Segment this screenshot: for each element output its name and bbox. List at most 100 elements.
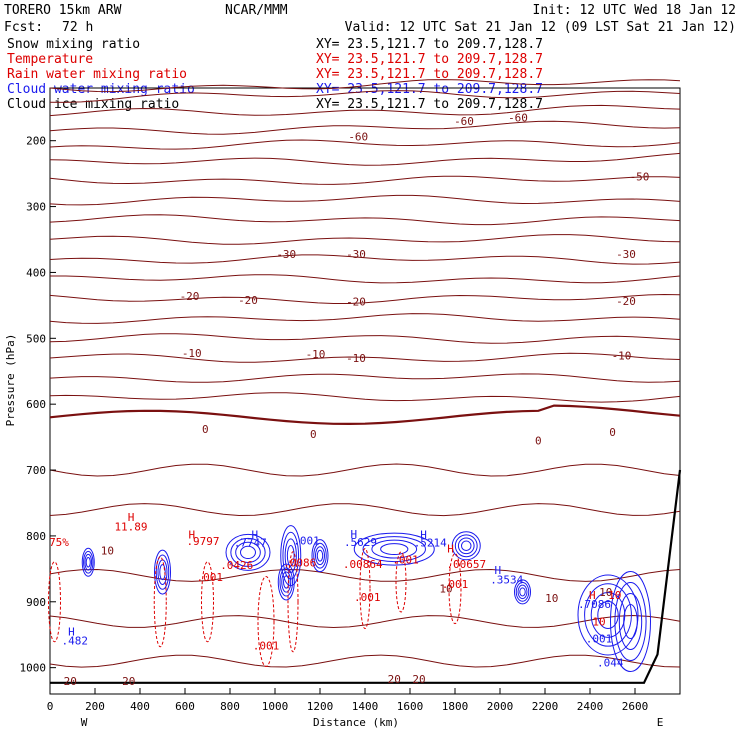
temperature-contour-label: -10 (346, 352, 366, 365)
cloud-water-contour (577, 574, 639, 656)
x-axis-west-label: W (81, 716, 88, 729)
x-axis-east-label: E (657, 716, 664, 729)
cloud-water-contour (353, 532, 435, 566)
temperature-contour-label: -20 (616, 295, 636, 308)
max-value-label: .001 (354, 591, 381, 604)
temperature-contour-label: -60 (508, 112, 528, 125)
high-marker: H (420, 529, 427, 542)
high-marker: H (447, 542, 454, 555)
cloud-water-contour (371, 539, 418, 559)
high-marker: H (188, 529, 195, 542)
cloud-water-contour (515, 582, 530, 602)
max-value-label: .001 (586, 633, 613, 646)
cloud-water-contour (286, 544, 295, 567)
y-axis-label: Pressure (hPa) (4, 334, 17, 427)
max-value-label: .001 (293, 535, 320, 548)
temperature-contour-label: 0 (202, 423, 209, 436)
max-value-label: .5629 (344, 536, 377, 549)
cloud-water-contour (279, 567, 293, 597)
temperature-contour-label: 20 (388, 673, 401, 686)
legend-entry-xy: XY= 23.5,121.7 to 209.7,128.7 (316, 52, 543, 67)
cloud-water-contour (454, 534, 478, 558)
y-tick-label: 200 (26, 135, 46, 148)
legend-entry-label: Snow mixing ratio (7, 37, 140, 52)
temperature-contour-label: -30 (346, 248, 366, 261)
cloud-water-contour (277, 563, 295, 601)
temperature-contour-label: 20 (122, 675, 135, 688)
cloud-water-contour (590, 592, 626, 638)
max-value-label: .482 (62, 635, 89, 648)
max-value-label: .00864 (343, 558, 383, 571)
cloud-water-contour (235, 541, 261, 563)
isotherm-line (49, 79, 681, 93)
isotherm-line (49, 120, 681, 135)
cloud-water-contour (84, 553, 93, 571)
isotherm-line (49, 234, 681, 245)
legend-entry-xy: XY= 23.5,121.7 to 209.7,128.7 (316, 37, 543, 52)
isotherm-line (49, 214, 681, 226)
cloud-water-contour (316, 549, 324, 562)
cloud-water-contour (614, 582, 647, 662)
legend-entry-label: Temperature (7, 52, 93, 67)
x-tick-label: 2400 (577, 700, 604, 713)
x-tick-label: 1000 (262, 700, 289, 713)
lower-isotherm-line (49, 654, 681, 668)
rain-water-contour (287, 551, 299, 653)
rain-water-contour (395, 551, 407, 613)
cloud-water-contour (362, 536, 426, 563)
x-tick-label: 2000 (487, 700, 514, 713)
cloud-water-contour (155, 554, 170, 590)
temperature-contour-label: -60 (348, 131, 368, 144)
temperature-contour-label: 10 (439, 583, 452, 596)
org-title: NCAR/MMM (225, 3, 288, 18)
isotherm-line (49, 392, 681, 403)
temperature-contour-label: -30 (616, 248, 636, 261)
legend-entry-label: Rain water mixing ratio (7, 67, 187, 82)
x-axis-label: Distance (km) (313, 716, 399, 729)
cloud-water-contour (514, 579, 531, 605)
high-marker: H (589, 589, 596, 602)
temperature-contour-label: -20 (238, 294, 258, 307)
x-tick-label: 200 (85, 700, 105, 713)
isotherm-line (49, 194, 681, 206)
high-marker: H (350, 528, 357, 541)
max-value-label: 10 (592, 616, 605, 629)
high-marker: H (68, 625, 75, 638)
y-tick-label: 1000 (20, 662, 47, 675)
lower-isotherm-line (49, 503, 681, 517)
rain-water-contour (48, 561, 61, 643)
cloud-water-contour (618, 593, 643, 651)
cloud-water-contour (159, 564, 166, 581)
cloud-water-contour (517, 584, 528, 600)
cloud-water-contour (313, 542, 327, 569)
legend-entry-label: Cloud water mixing ratio (7, 82, 195, 97)
max-value-label: .001 (253, 639, 280, 652)
cloud-water-contour (457, 537, 475, 555)
rain-water-contour (448, 553, 462, 625)
legend-entry-xy: XY= 23.5,121.7 to 209.7,128.7 (316, 82, 543, 97)
temperature-contour-label: -10 (306, 348, 326, 361)
legend-entry-xy: XY= 23.5,121.7 to 209.7,128.7 (316, 67, 543, 82)
high-marker: H (494, 564, 501, 577)
cloud-water-contour (85, 557, 91, 568)
temperature-contour-label: 0 (609, 426, 616, 439)
y-tick-label: 700 (26, 464, 46, 477)
x-tick-label: 600 (175, 700, 195, 713)
max-value-label: .9797 (186, 535, 219, 548)
y-tick-label: 800 (26, 530, 46, 543)
temperature-contour-label: 10 (599, 586, 612, 599)
temperature-contour-label: -30 (276, 248, 296, 261)
y-tick-label: 900 (26, 596, 46, 609)
model-title: TORERO 15km ARW (4, 3, 122, 18)
max-value-label: .001 (442, 578, 469, 591)
freezing-level-line (49, 404, 681, 426)
isotherm-line (49, 104, 681, 117)
terrain-line (50, 469, 682, 684)
max-value-label: .001 (392, 554, 419, 567)
x-tick-label: 2600 (622, 700, 649, 713)
temperature-contour-label: 0 (535, 434, 542, 447)
x-tick-label: 0 (47, 700, 54, 713)
isotherm-line (49, 352, 681, 363)
isotherm-line (49, 152, 681, 166)
